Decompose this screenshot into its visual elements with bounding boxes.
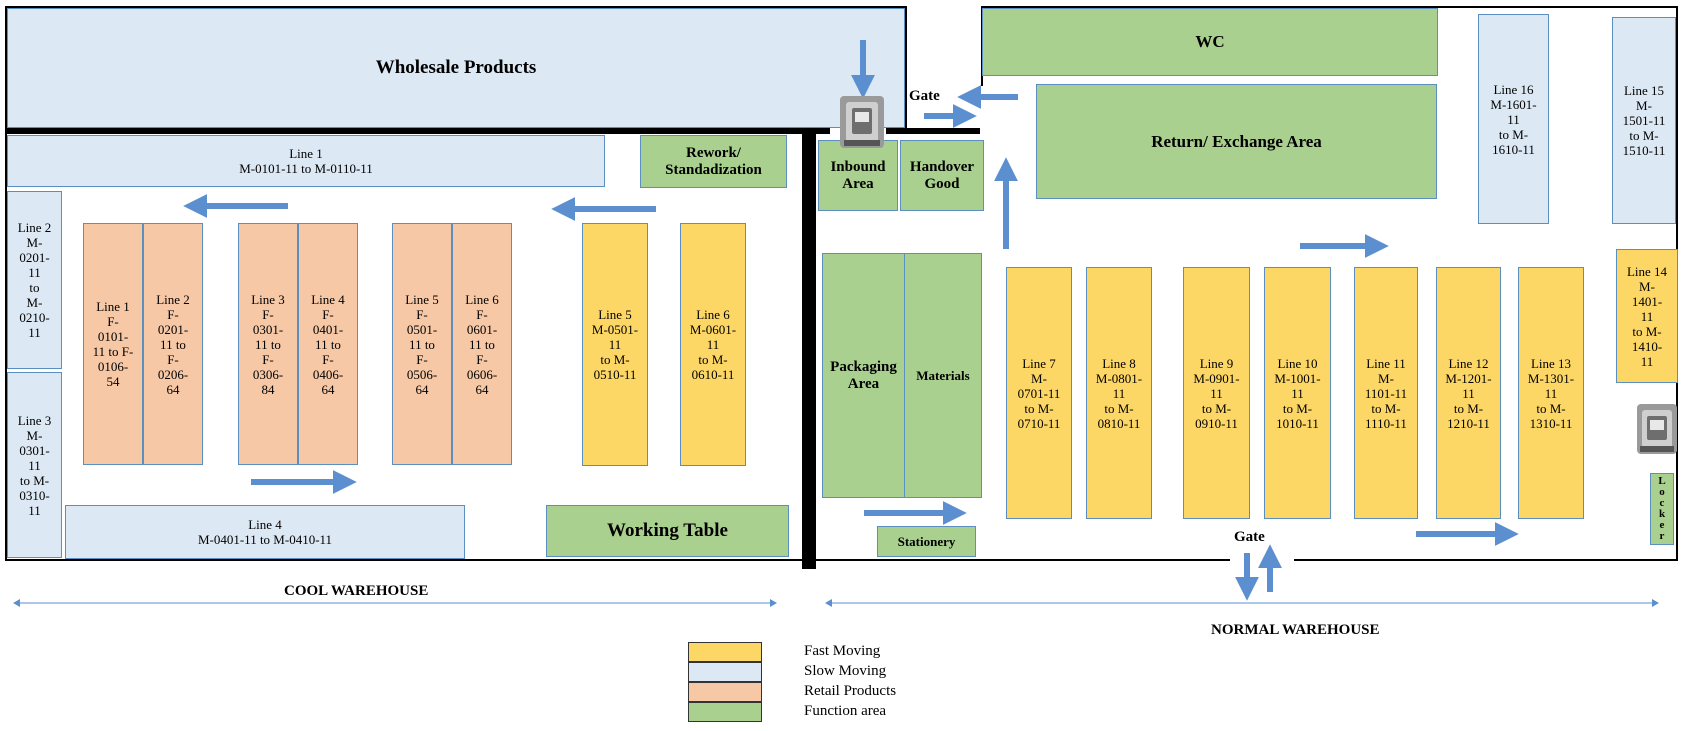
legend-swatch-fast xyxy=(688,642,762,662)
normal-warehouse-divider-wall xyxy=(886,128,980,134)
line-11-fast: Line 11 M- 1101-11 to M- 1110-11 xyxy=(1354,267,1418,519)
line-1-slow: Line 1 M-0101-11 to M-0110-11 xyxy=(7,135,605,187)
line-2-label: Line 2 M- 0201- 11 to M- 0210- 11 xyxy=(17,220,52,340)
fast-line-6-label: Line 6 M-0601- 11 to M- 0610-11 xyxy=(689,307,737,382)
legend-swatch-slow xyxy=(688,662,762,682)
cool-warehouse-divider-wall xyxy=(5,127,830,134)
inbound-label: Inbound Area xyxy=(830,158,886,192)
retail-line-2-label: Line 2 F- 0201- 11 to F- 0206- 64 xyxy=(156,291,190,397)
gate-bottom-label: Gate xyxy=(1234,529,1265,545)
legend-label-function: Function area xyxy=(804,703,887,719)
retail-line-4: Line 4 F- 0401- 11 to F- 0406- 64 xyxy=(298,223,358,465)
return-exchange-area: Return/ Exchange Area xyxy=(1036,84,1437,199)
line-2-slow: Line 2 M- 0201- 11 to M- 0210- 11 xyxy=(7,191,62,369)
return-exchange-label: Return/ Exchange Area xyxy=(1151,131,1322,151)
outer-wall-top-left xyxy=(5,6,907,8)
retail-line-2: Line 2 F- 0201- 11 to F- 0206- 64 xyxy=(143,223,203,465)
outer-wall-left xyxy=(5,6,7,561)
wc-label: WC xyxy=(1195,32,1225,51)
curtain-label: C u r t a i n xyxy=(801,272,817,440)
packaging-area: Packaging Area xyxy=(822,253,905,498)
curtain-letter: i xyxy=(806,394,812,413)
legend-swatch-function xyxy=(688,702,762,722)
retail-line-1: Line 1 F- 0101- 11 to F- 0106- 54 xyxy=(83,223,143,465)
curtain-letter: t xyxy=(806,346,812,365)
line-8-label: Line 8 M-0801- 11 to M- 0810-11 xyxy=(1095,355,1143,431)
curtain-wall xyxy=(802,131,816,569)
outer-wall-top-right xyxy=(982,6,1678,8)
fast-line-5-cool: Line 5 M-0501- 11 to M- 0510-11 xyxy=(582,223,648,466)
curtain-letter: a xyxy=(804,370,814,389)
rework-label: Rework/ Standadization xyxy=(665,144,762,178)
retail-line-3: Line 3 F- 0301- 11 to F- 0306- 84 xyxy=(238,223,298,465)
legend-label-fast: Fast Moving xyxy=(804,643,881,659)
legend-swatch-retail xyxy=(688,682,762,702)
forklift-icon xyxy=(840,96,884,148)
retail-line-6: Line 6 F- 0601- 11 to F- 0606- 64 xyxy=(452,223,512,465)
line-7-label: Line 7 M- 0701-11 to M- 0710-11 xyxy=(1017,355,1061,431)
materials-area: Materials xyxy=(904,253,982,498)
working-table-label: Working Table xyxy=(607,520,728,541)
line-14-fast: Line 14 M- 1401- 11 to M- 1410- 11 xyxy=(1616,249,1678,383)
line-15-slow: Line 15 M- 1501-11 to M- 1510-11 xyxy=(1612,17,1676,224)
outer-wall-bottom-right xyxy=(1294,559,1678,561)
working-table-area: Working Table xyxy=(546,505,789,557)
wholesale-products-label: Wholesale Products xyxy=(375,57,537,78)
handover-label: Handover Good xyxy=(909,158,975,192)
legend-label-retail: Retail Products xyxy=(804,683,897,699)
wholesale-products-area: Wholesale Products xyxy=(7,8,905,128)
line-1-label: Line 1 M-0101-11 to M-0110-11 xyxy=(239,146,373,176)
legend-label-slow: Slow Moving xyxy=(804,663,887,679)
line-14-label: Line 14 M- 1401- 11 to M- 1410- 11 xyxy=(1626,263,1668,369)
curtain-letter: n xyxy=(804,418,814,437)
line-4-label: Line 4 M-0401-11 to M-0410-11 xyxy=(197,517,333,547)
fast-line-5-label: Line 5 M-0501- 11 to M- 0510-11 xyxy=(591,307,639,382)
line-13-fast: Line 13 M-1301- 11 to M- 1310-11 xyxy=(1518,267,1584,519)
handover-good-area: Handover Good xyxy=(900,140,984,211)
line-9-fast: Line 9 M-0901- 11 to M- 0910-11 xyxy=(1183,267,1250,519)
line-13-label: Line 13 M-1301- 11 to M- 1310-11 xyxy=(1527,355,1575,431)
retail-line-5-label: Line 5 F- 0501- 11 to F- 0506- 64 xyxy=(405,291,439,397)
line-3-slow: Line 3 M- 0301- 11 to M- 0310- 11 xyxy=(7,372,62,558)
normal-warehouse-label: NORMAL WAREHOUSE xyxy=(1211,622,1380,638)
wholesale-right-wall xyxy=(905,6,907,130)
packaging-label: Packaging Area xyxy=(830,358,897,392)
retail-line-1-label: Line 1 F- 0101- 11 to F- 0106- 54 xyxy=(92,299,134,389)
curtain-letter: r xyxy=(805,322,813,341)
line-9-label: Line 9 M-0901- 11 to M- 0910-11 xyxy=(1193,355,1240,431)
line-11-label: Line 11 M- 1101-11 to M- 1110-11 xyxy=(1364,355,1408,431)
fast-line-6-cool: Line 6 M-0601- 11 to M- 0610-11 xyxy=(680,223,746,466)
curtain-letter: u xyxy=(804,298,814,317)
rework-standardization-area: Rework/ Standadization xyxy=(640,135,787,188)
retail-line-3-label: Line 3 F- 0301- 11 to F- 0306- 84 xyxy=(251,291,285,397)
curtain-letter: C xyxy=(802,274,816,293)
line-15-label: Line 15 M- 1501-11 to M- 1510-11 xyxy=(1622,83,1666,158)
line-8-fast: Line 8 M-0801- 11 to M- 0810-11 xyxy=(1086,267,1152,519)
line-16-label: Line 16 M-1601- 11 to M- 1610-11 xyxy=(1490,81,1537,157)
line-12-fast: Line 12 M-1201- 11 to M- 1210-11 xyxy=(1436,267,1501,519)
forklift-icon xyxy=(1637,404,1677,454)
stationery-label: Stationery xyxy=(897,534,956,549)
line-16-slow: Line 16 M-1601- 11 to M- 1610-11 xyxy=(1478,14,1549,224)
line-10-label: Line 10 M-1001- 11 to M- 1010-11 xyxy=(1274,355,1321,431)
retail-line-6-label: Line 6 F- 0601- 11 to F- 0606- 64 xyxy=(465,291,499,397)
line-3-label: Line 3 M- 0301- 11 to M- 0310- 11 xyxy=(17,412,52,518)
cool-warehouse-label: COOL WAREHOUSE xyxy=(284,583,429,599)
line-7-fast: Line 7 M- 0701-11 to M- 0710-11 xyxy=(1006,267,1072,519)
gate-top-label: Gate xyxy=(909,88,940,104)
line-10-fast: Line 10 M-1001- 11 to M- 1010-11 xyxy=(1264,267,1331,519)
retail-line-4-label: Line 4 F- 0401- 11 to F- 0406- 64 xyxy=(311,291,345,397)
inbound-area: Inbound Area xyxy=(818,140,898,211)
stationery-area: Stationery xyxy=(877,526,976,557)
retail-line-5: Line 5 F- 0501- 11 to F- 0506- 64 xyxy=(392,223,452,465)
wc-area: WC xyxy=(982,8,1438,76)
materials-label: Materials xyxy=(916,368,970,383)
outer-wall-bottom-left xyxy=(5,559,1230,561)
line-4-slow: Line 4 M-0401-11 to M-0410-11 xyxy=(65,505,465,559)
line-12-label: Line 12 M-1201- 11 to M- 1210-11 xyxy=(1445,355,1492,431)
